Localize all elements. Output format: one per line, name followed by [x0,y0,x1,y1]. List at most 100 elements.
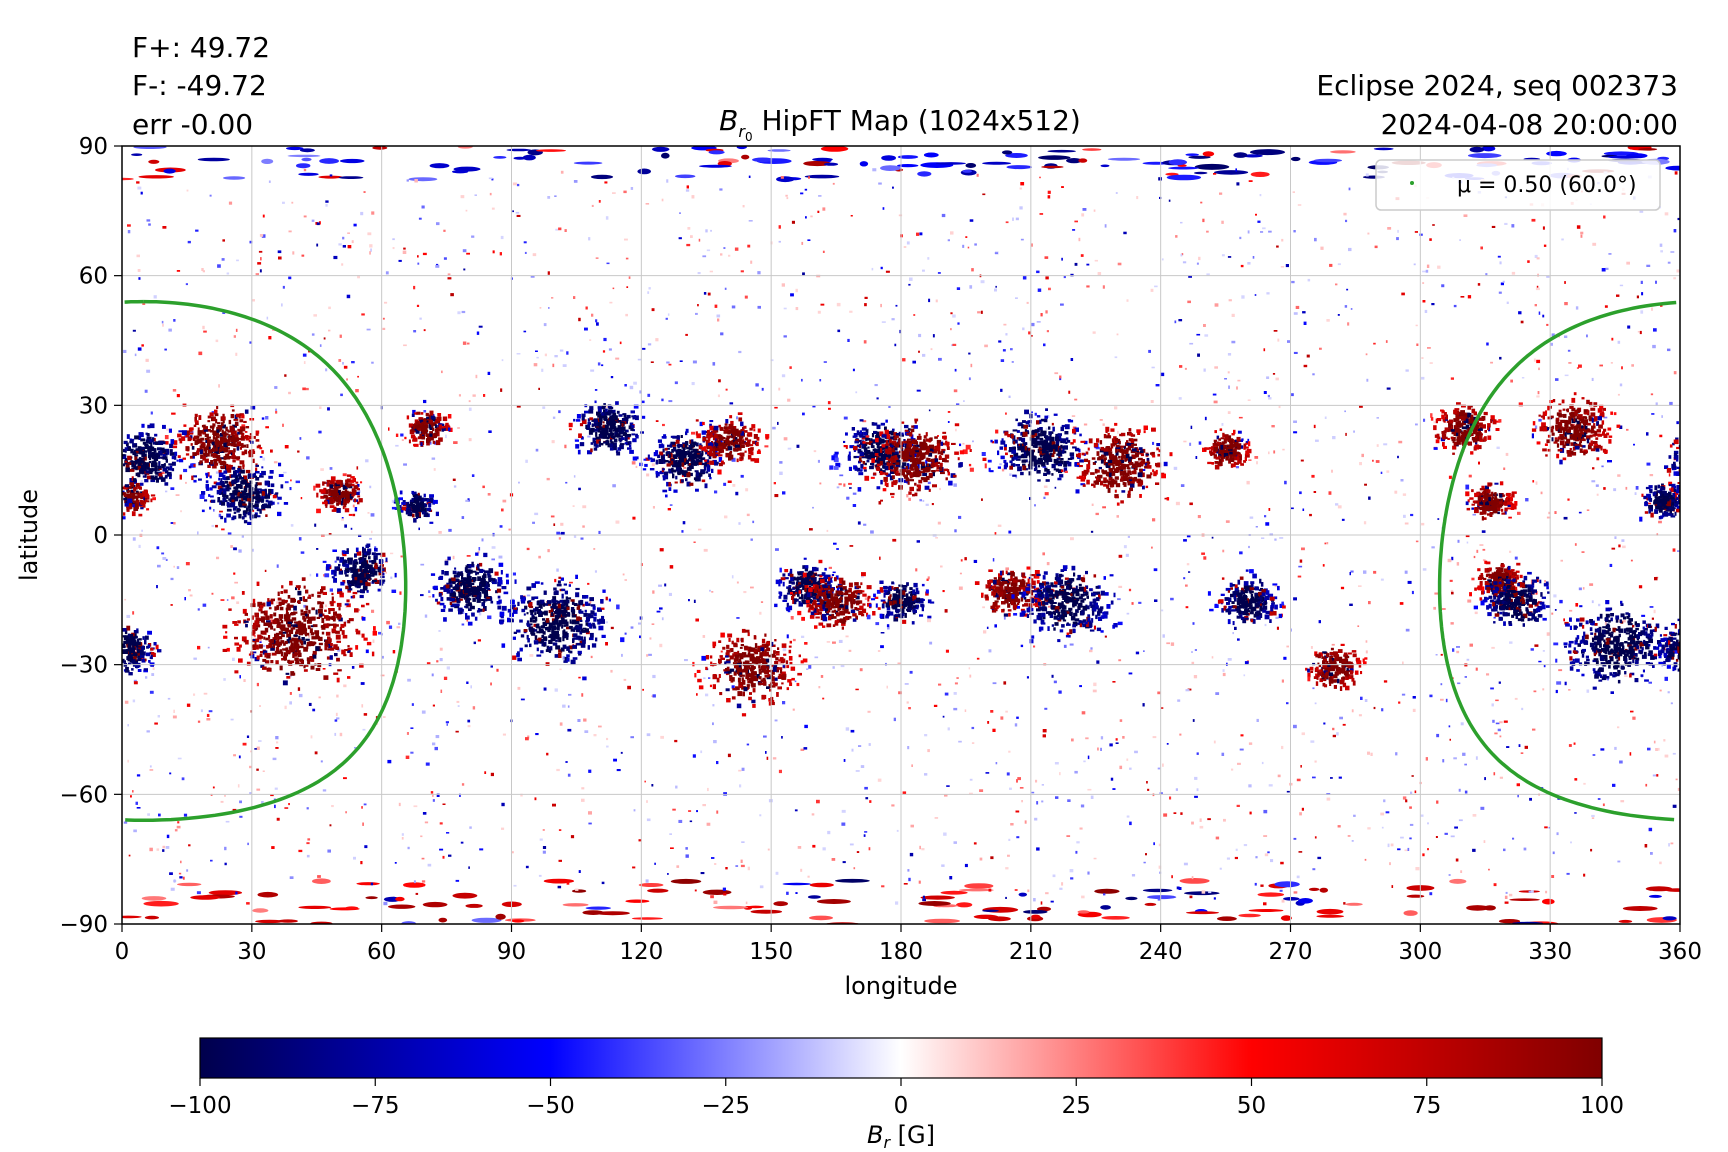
heatmap-cell [248,490,253,493]
heatmap-cell [126,488,130,492]
heatmap-cell [158,467,162,470]
heatmap-cell [281,658,284,661]
heatmap-cell [1429,892,1433,896]
heatmap-cell [778,240,781,243]
heatmap-cell [138,175,174,179]
heatmap-cell [1331,643,1335,646]
heatmap-cell [216,455,221,459]
heatmap-cell [268,643,272,649]
heatmap-cell [1503,848,1506,852]
heatmap-cell [225,499,228,502]
heatmap-cell [301,254,305,257]
heatmap-cell [1368,601,1371,605]
heatmap-cell [276,650,281,655]
heatmap-cell [1040,313,1043,317]
heatmap-cell [254,641,257,647]
heatmap-cell [160,447,165,452]
heatmap-cell [243,475,247,479]
heatmap-cell [1441,284,1445,288]
heatmap-cell [410,751,414,754]
heatmap-cell [173,319,176,322]
heatmap-cell [1499,776,1503,779]
heatmap-cell [131,153,143,156]
heatmap-cell [275,646,280,652]
heatmap-cell [248,435,253,440]
heatmap-cell [367,232,372,236]
heatmap-cell [1436,800,1439,804]
heatmap-cell [157,447,162,451]
heatmap-cell [259,645,263,649]
heatmap-cell [547,196,551,199]
heatmap-cell [570,835,575,839]
heatmap-cell [638,622,641,625]
heatmap-cell [1232,632,1234,635]
heatmap-cell [198,351,203,356]
heatmap-cell [347,620,351,624]
heatmap-cell [293,634,298,637]
heatmap-cell [1163,813,1168,817]
heatmap-cell [355,491,360,495]
heatmap-cell [1395,752,1398,756]
heatmap-cell [363,574,368,580]
heatmap-cell [161,471,165,474]
heatmap-cell [151,476,156,480]
heatmap-cell [1576,225,1581,229]
heatmap-cell [998,340,1002,343]
heatmap-cell [207,472,210,477]
heatmap-cell [352,591,358,595]
heatmap-cell [1082,148,1102,151]
heatmap-cell [142,302,146,305]
heatmap-cell [1135,651,1140,655]
heatmap-cell [1497,728,1501,732]
heatmap-cell [1605,267,1609,270]
heatmap-cell [1324,416,1327,419]
heatmap-cell [1041,784,1044,786]
heatmap-cell [543,878,575,884]
heatmap-cell [1007,854,1010,857]
heatmap-cell [1618,544,1621,548]
heatmap-cell [292,653,295,658]
heatmap-cell [197,439,203,444]
heatmap-cell [189,430,194,434]
heatmap-cell [935,299,938,303]
heatmap-cell [969,778,973,781]
heatmap-cell [1410,791,1413,795]
heatmap-cell [171,455,176,460]
heatmap-cell [707,292,711,296]
heatmap-cell [222,239,225,242]
heatmap-cell [1003,681,1007,685]
heatmap-cell [315,646,320,652]
heatmap-cell [329,174,333,177]
heatmap-cell [1059,887,1063,890]
heatmap-cell [252,629,255,634]
heatmap-cell [1617,340,1621,344]
heatmap-cell [1655,280,1657,284]
heatmap-cell [740,474,744,478]
chart-title: Br0 HipFT Map (1024x512) [0,104,1728,144]
heatmap-cell [472,706,476,710]
heatmap-cell [129,482,135,486]
heatmap-cell [727,753,731,758]
heatmap-cell [848,482,852,485]
heatmap-cell [140,507,144,510]
heatmap-cell [1286,790,1290,793]
heatmap-cell [691,195,695,199]
heatmap-cell [328,638,332,642]
heatmap-cell [260,664,265,668]
heatmap-cell [1450,622,1454,625]
heatmap-cell [215,339,219,343]
heatmap-cell [908,491,912,495]
heatmap-cell [1673,450,1679,455]
heatmap-cell [324,646,328,651]
heatmap-cell [706,249,711,252]
heatmap-cell [1128,588,1132,592]
heatmap-cell [1509,550,1512,553]
heatmap-cell [1412,696,1416,699]
heatmap-cell [1290,507,1294,510]
heatmap-cell [872,168,877,172]
heatmap-cell [302,596,305,601]
heatmap-cell [1043,496,1046,499]
heatmap-cell [1281,679,1284,683]
heatmap-cell [1343,902,1346,905]
heatmap-cell [500,235,504,240]
